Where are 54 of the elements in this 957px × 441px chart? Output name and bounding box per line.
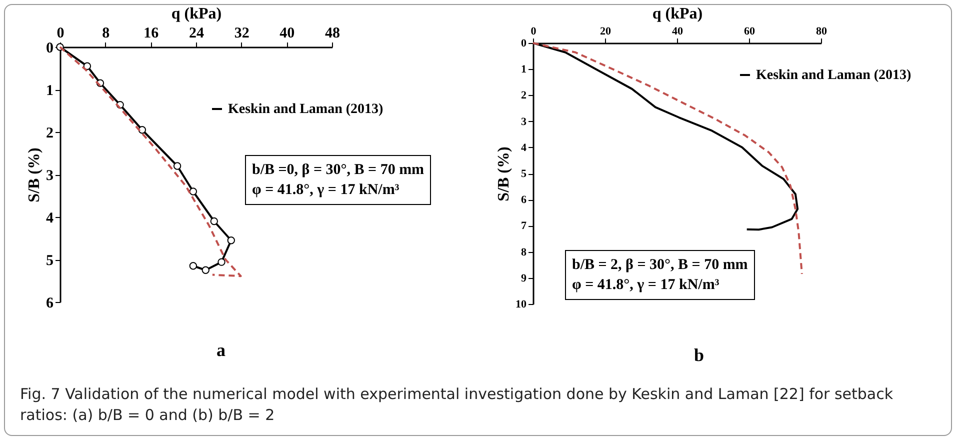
y-tick-label: 5: [521, 168, 527, 180]
x-tick-label: 32: [234, 26, 250, 42]
x-tick-label: 0: [530, 26, 537, 38]
annotation: φ = 41.8°, γ = 17 kN/m³: [252, 181, 400, 200]
y-tick-label: 3: [521, 116, 527, 128]
y-tick-label: 5: [46, 253, 54, 269]
x-tick-label: 20: [600, 26, 612, 38]
y-tick-label: 9: [521, 272, 527, 284]
x-tick-label: 24: [189, 26, 204, 42]
legend-label: Keskin and Laman (2013): [228, 102, 384, 117]
text: a: [216, 340, 226, 361]
y-axis-title: S/B (%): [496, 146, 512, 202]
text-box: b/B = 2, β = 30°, B = 70 mm φ = 41.8°, γ = 17 kN/m³: [565, 250, 755, 300]
y-tick-label: 4: [46, 210, 54, 226]
point: [189, 188, 198, 196]
y-tick-label: 0: [521, 38, 527, 50]
y-tick-label: 1: [521, 64, 526, 76]
point: [227, 236, 235, 244]
annotation: b/B = 2, β = 30°, B = 70 mm: [572, 256, 748, 275]
y-tick-label: 6: [521, 194, 527, 206]
y-tick-label: 3: [46, 168, 54, 184]
x-tick-label: 0: [56, 26, 64, 42]
y-tick-label: 2: [46, 126, 54, 142]
x-tick-label: 48: [325, 26, 340, 42]
x-axis-title: q (kPa): [652, 6, 703, 22]
point: [83, 62, 92, 70]
point: [202, 266, 210, 274]
x-tick-label: 8: [102, 26, 110, 42]
x-tick-label: 16: [144, 26, 160, 42]
text: b: [694, 345, 704, 366]
y-tick-label: 1: [46, 83, 54, 99]
y-tick-label: 0: [46, 40, 54, 56]
point: [138, 126, 146, 134]
annotation: b/B =0, β = 30°, B = 70 mm: [252, 161, 424, 180]
y-tick-label: 4: [521, 142, 527, 154]
y-axis-title: S/B (%): [26, 148, 43, 202]
y-tick-label: 2: [521, 90, 527, 102]
x-axis-title: q (kPa): [171, 6, 222, 22]
point: [189, 262, 198, 270]
annotation: φ = 41.8°, γ = 17 kN/m³: [572, 276, 720, 295]
x-tick-label: 60: [744, 26, 756, 38]
x-tick-label: 80: [816, 26, 828, 38]
y-tick-label: 6: [46, 296, 54, 312]
caption: Fig. 7 Validation of the numerical model with experimental investigation done by Keskin and Laman [22] for setback ratios: (a) b/B = 0 and (b) b/B = 2: [20, 384, 894, 426]
y-tick-label: 7: [521, 220, 527, 232]
legend-label: Keskin and Laman (2013): [756, 68, 912, 83]
point: [210, 217, 218, 226]
x-tick-label: 40: [672, 26, 684, 38]
point: [218, 258, 226, 266]
text-box: b/B =0, β = 30°, B = 70 mm φ = 41.8°, γ = 17 kN/m³: [245, 155, 432, 205]
y-tick-label: 8: [521, 246, 527, 258]
point: [173, 162, 182, 170]
x-tick-label: 40: [280, 26, 295, 42]
y-tick-label: 10: [516, 298, 527, 310]
